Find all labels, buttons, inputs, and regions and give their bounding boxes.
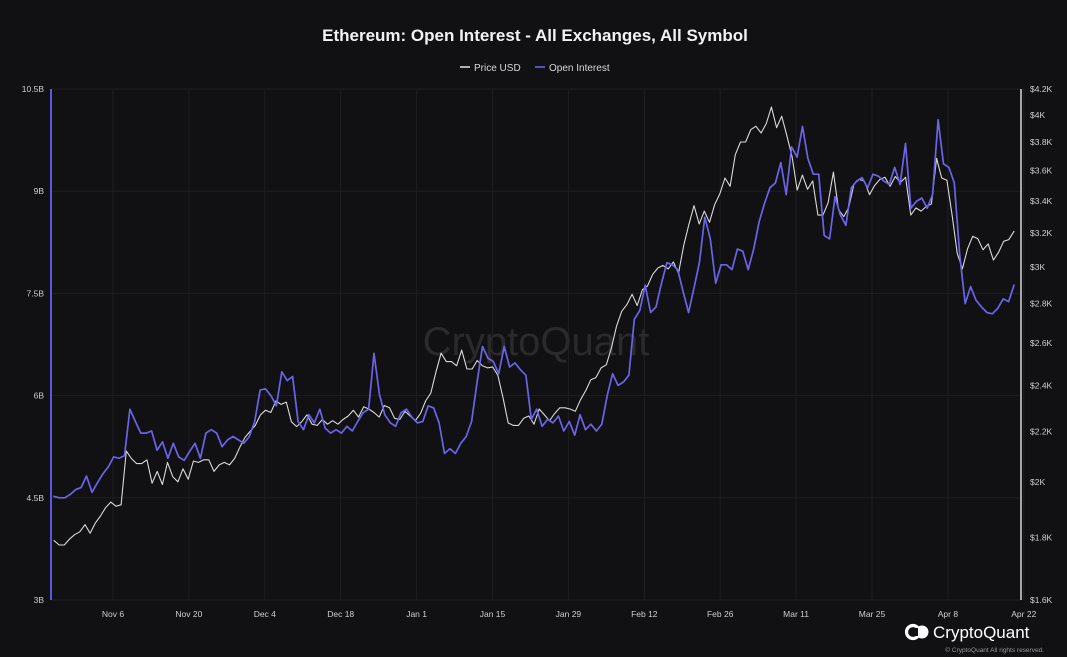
series-layer <box>53 106 1015 546</box>
x-tick-label: Dec 18 <box>327 609 354 619</box>
y-axis-right: $4.2K $4K $3.8K $3.6K $3.4K $3.2K $3K $2.8K $2.6… <box>1030 84 1053 605</box>
x-tick-label: Apr 22 <box>1011 609 1036 619</box>
y-right-tick-label: $2.8K <box>1030 299 1053 309</box>
x-axis: Nov 6 Nov 20 Dec 4 Dec 18 Jan 1 Jan 15 Jan 29 F… <box>102 609 1037 619</box>
series-line-open-interest <box>53 118 1015 499</box>
cryptoquant-logo-icon <box>904 623 929 641</box>
y-right-tick-label: $3.2K <box>1030 228 1053 238</box>
brand-logo: CryptoQuant © CryptoQuant All rights res… <box>904 623 1044 654</box>
y-left-tick-label: 3B <box>34 595 45 605</box>
y-right-tick-label: $2K <box>1030 477 1045 487</box>
y-left-tick-label: 6B <box>34 391 45 401</box>
y-axis-left: 10.5B 9B 7.5B 6B 4.5B 3B <box>22 84 45 605</box>
y-left-tick-label: 7.5B <box>27 288 45 298</box>
copyright-text: © CryptoQuant All rights reserved. <box>945 646 1044 654</box>
legend[interactable]: Price USD Open Interest <box>460 63 610 74</box>
x-tick-label: Dec 4 <box>254 609 276 619</box>
y-left-tick-label: 4.5B <box>27 493 45 503</box>
y-left-tick-label: 9B <box>34 186 45 196</box>
y-right-tick-label: $3.6K <box>1030 166 1053 176</box>
y-right-tick-label: $4.2K <box>1030 84 1053 94</box>
legend-label-open-interest[interactable]: Open Interest <box>549 63 610 74</box>
gridlines <box>52 88 1025 601</box>
y-right-tick-label: $4K <box>1030 110 1045 120</box>
x-tick-label: Mar 11 <box>783 609 809 619</box>
legend-label-price[interactable]: Price USD <box>474 63 521 74</box>
x-tick-label: Feb 12 <box>631 609 658 619</box>
brand-name: CryptoQuant <box>933 623 1030 642</box>
x-tick-label: Jan 29 <box>556 609 582 619</box>
y-right-tick-label: $3.8K <box>1030 137 1053 147</box>
watermark: CryptoQuant <box>423 320 650 364</box>
x-tick-label: Apr 8 <box>938 609 959 619</box>
y-right-tick-label: $2.4K <box>1030 380 1053 390</box>
x-tick-label: Jan 1 <box>406 609 427 619</box>
chart-title: Ethereum: Open Interest - All Exchanges,… <box>322 26 748 45</box>
y-right-tick-label: $3.4K <box>1030 196 1053 206</box>
x-tick-label: Mar 25 <box>859 609 886 619</box>
y-right-tick-label: $2.6K <box>1030 338 1053 348</box>
y-right-tick-label: $3K <box>1030 262 1045 272</box>
y-right-tick-label: $2.2K <box>1030 426 1053 436</box>
x-tick-label: Jan 15 <box>480 609 506 619</box>
y-right-tick-label: $1.6K <box>1030 595 1053 605</box>
y-left-tick-label: 10.5B <box>22 84 45 94</box>
x-tick-label: Nov 6 <box>102 609 124 619</box>
x-tick-label: Nov 20 <box>175 609 202 619</box>
y-right-tick-label: $1.8K <box>1030 533 1053 543</box>
x-tick-label: Feb 26 <box>707 609 734 619</box>
